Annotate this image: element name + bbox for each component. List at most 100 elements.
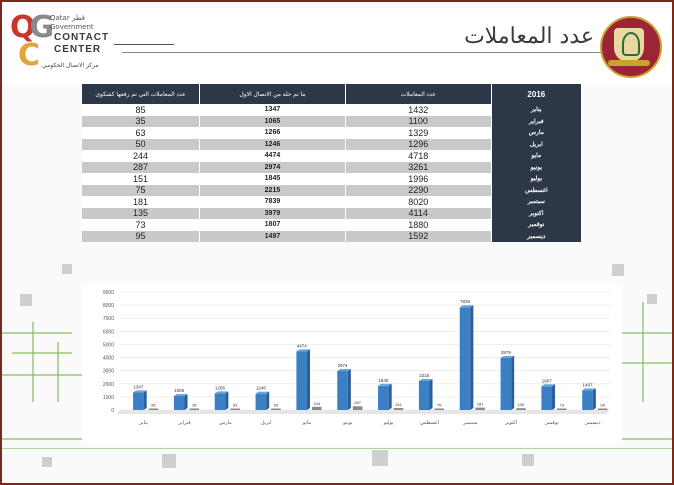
cell-month: نوفمبر xyxy=(491,219,583,231)
cell-complaints: 244 xyxy=(82,150,201,162)
bar-secondary xyxy=(352,406,363,410)
bar-primary-top xyxy=(459,305,474,308)
header-resolved: ما تم حله من الاتصال الاول xyxy=(199,84,346,104)
x-tick-label: يناير xyxy=(138,420,148,426)
bar-primary xyxy=(337,371,348,410)
y-tick-label: 8000 xyxy=(103,303,114,309)
logo-arabic-top: قطر xyxy=(72,14,85,22)
logo-line-contact: CONTACT xyxy=(54,32,110,43)
cell-resolved: 1845 xyxy=(199,173,346,185)
data-label-secondary: 85 xyxy=(151,403,156,408)
bar-primary-side xyxy=(347,369,351,410)
cell-complaints: 151 xyxy=(82,173,201,185)
transactions-table: عدد المعاملات التي تم رفعها كشكوى ما تم … xyxy=(82,84,583,242)
cell-resolved: 2974 xyxy=(199,161,346,173)
bar-primary-side xyxy=(143,390,147,410)
bar-primary-side xyxy=(307,349,311,410)
bar-secondary xyxy=(393,408,404,410)
table-row: 50 1246 1296 ابريل xyxy=(82,138,583,150)
bar-primary-top xyxy=(500,355,515,358)
chart-floor xyxy=(116,410,610,414)
x-tick-label: ديسمبر xyxy=(584,420,600,426)
bar-primary-side xyxy=(225,391,229,410)
y-tick-label: 9000 xyxy=(103,290,114,296)
table-row: 287 2974 3261 يونيو xyxy=(82,161,583,173)
cell-resolved: 1807 xyxy=(199,219,346,231)
bar-primary-side xyxy=(511,355,515,410)
cell-complaints: 287 xyxy=(82,161,201,173)
table-row: 95 1497 1592 ديسمبر xyxy=(82,230,583,242)
bar-primary-side xyxy=(429,378,433,410)
bar-primary xyxy=(500,357,512,410)
cell-month: مارس xyxy=(491,127,583,139)
cell-month: اكتوبر xyxy=(491,207,583,219)
y-tick-label: 5000 xyxy=(103,342,114,348)
cell-month: يوليو xyxy=(491,173,583,185)
bar-secondary xyxy=(312,406,322,410)
bar-primary-top xyxy=(418,378,433,381)
x-tick-label: يونيو xyxy=(342,420,353,426)
data-label-primary: 1845 xyxy=(378,378,389,383)
slide-header: QG C Qatar Government قطر CONTACT CENTER… xyxy=(2,2,672,84)
bar-primary-top xyxy=(582,388,596,391)
cell-transactions: 4718 xyxy=(345,150,492,162)
x-tick-label: اكتوبر xyxy=(504,420,517,426)
cell-complaints: 73 xyxy=(82,219,201,231)
cell-transactions: 1329 xyxy=(345,127,492,139)
cell-month: سبتمبر xyxy=(491,196,583,208)
data-label-primary: 2215 xyxy=(419,373,430,378)
data-label-secondary: 135 xyxy=(518,402,525,407)
table-row: 35 1065 1100 فبراير xyxy=(82,115,583,127)
table-row: 73 1807 1880 نوفمبر xyxy=(82,219,583,231)
table-header-row: عدد المعاملات التي تم رفعها كشكوى ما تم … xyxy=(82,84,583,104)
logo-line-center: CENTER xyxy=(54,44,102,55)
cell-complaints: 35 xyxy=(82,115,201,127)
bar-secondary xyxy=(597,408,608,410)
cell-month: يونيو xyxy=(491,161,583,173)
bar-primary xyxy=(133,392,144,410)
logo-arabic-subtitle: مركز الاتصال الحكومي xyxy=(42,62,99,69)
cell-resolved: 3979 xyxy=(199,207,346,219)
bar-primary-side xyxy=(552,384,556,410)
bar-primary-side xyxy=(388,383,392,410)
cell-complaints: 95 xyxy=(82,230,201,242)
x-tick-label: سبتمبر xyxy=(462,420,477,426)
bar-primary-top xyxy=(255,391,270,394)
y-tick-label: 2000 xyxy=(103,382,114,388)
cell-transactions: 1432 xyxy=(345,104,492,116)
bar-primary-top xyxy=(337,369,351,372)
table-row: 63 1266 1329 مارس xyxy=(82,127,583,139)
bar-primary xyxy=(459,307,471,410)
cell-complaints: 50 xyxy=(82,138,201,150)
bar-primary xyxy=(255,393,267,410)
data-label-secondary: 95 xyxy=(600,403,605,408)
y-tick-label: 3000 xyxy=(103,369,114,375)
chart-area: 0 1000 2000 3000 4000 5000 6000 7000 8000 9000 134… xyxy=(82,284,622,444)
cell-resolved: 1065 xyxy=(199,115,346,127)
data-label-secondary: 287 xyxy=(354,400,361,405)
header-year: 2016 xyxy=(491,84,583,104)
data-label-primary: 1497 xyxy=(583,382,594,387)
x-tick-label: ابريل xyxy=(261,420,272,426)
cell-resolved: 1266 xyxy=(199,127,346,139)
cell-transactions: 1996 xyxy=(345,173,492,185)
cell-month: ديسمبر xyxy=(491,230,583,242)
cell-resolved: 1246 xyxy=(199,138,346,150)
bar-primary-top xyxy=(133,390,147,393)
x-tick-label: مايو xyxy=(302,420,311,426)
bar-secondary xyxy=(516,408,526,410)
table-row: 181 7839 8020 سبتمبر xyxy=(82,196,583,208)
logo-line-qatar: Qatar xyxy=(50,14,70,22)
bar-primary xyxy=(214,393,226,410)
cell-month: ابريل xyxy=(491,138,583,150)
bar-secondary xyxy=(557,408,567,410)
cell-transactions: 1100 xyxy=(345,115,492,127)
cell-transactions: 8020 xyxy=(345,196,492,208)
cell-month: فبراير xyxy=(491,115,583,127)
data-label-secondary: 75 xyxy=(437,403,442,408)
logo-line-government: Government xyxy=(50,23,94,31)
cell-complaints: 85 xyxy=(82,104,201,116)
bar-primary xyxy=(541,386,553,410)
x-tick-label: نوفمبر xyxy=(544,420,559,426)
